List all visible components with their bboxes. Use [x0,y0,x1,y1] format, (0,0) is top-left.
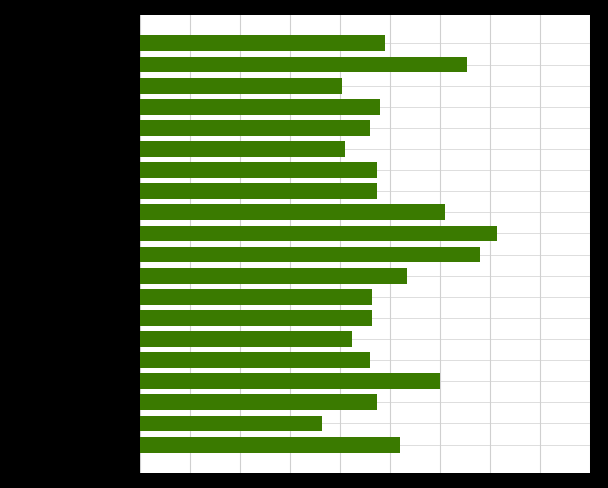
Bar [140,352,370,368]
Bar [140,141,345,157]
Bar [140,268,407,284]
Bar [140,289,372,305]
Bar [140,162,378,178]
Bar [140,57,468,72]
Bar [140,204,445,220]
Bar [140,36,385,51]
Bar [140,331,352,347]
Bar [140,373,440,389]
Bar [140,99,380,115]
Bar [140,120,370,136]
Bar [140,225,497,242]
Bar [140,78,342,94]
Bar [140,394,378,410]
Bar [140,416,322,431]
Bar [140,246,480,263]
Bar [140,310,372,326]
Bar [140,183,378,199]
Bar [140,437,400,452]
